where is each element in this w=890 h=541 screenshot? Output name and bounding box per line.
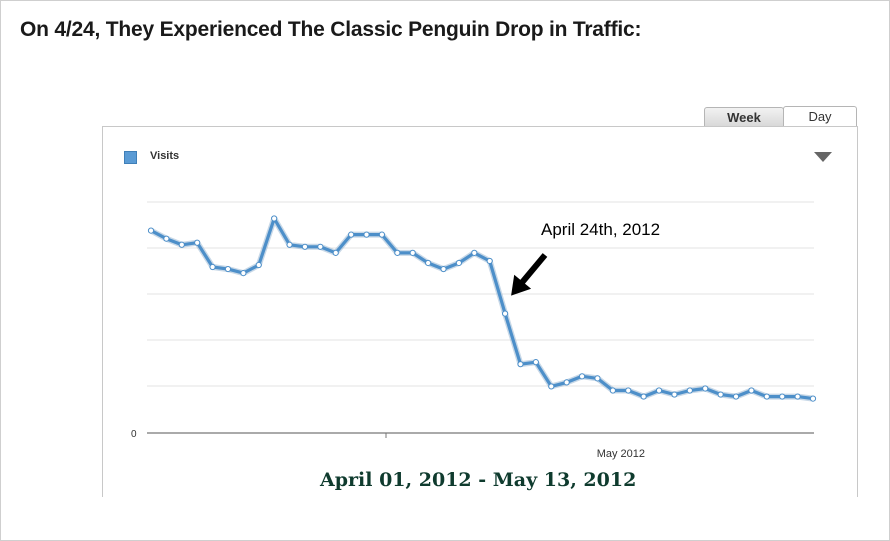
legend-swatch <box>124 151 137 164</box>
data-point-40 <box>763 393 770 400</box>
data-point-41 <box>779 393 786 400</box>
annotation-arrow-head <box>511 274 532 296</box>
data-point-11 <box>317 243 324 250</box>
data-point-2 <box>178 241 185 248</box>
data-point-25 <box>532 359 539 366</box>
data-point-20 <box>455 259 463 267</box>
data-point-4 <box>209 263 216 271</box>
legend-label: Visits <box>150 150 180 162</box>
tab-week[interactable]: Week <box>704 107 784 128</box>
data-point-26 <box>548 383 555 390</box>
data-point-29 <box>594 375 601 382</box>
data-point-38 <box>732 393 740 400</box>
data-point-37 <box>717 391 724 398</box>
data-point-18 <box>425 259 432 267</box>
data-point-6 <box>240 270 247 277</box>
chevron-down-icon[interactable] <box>814 152 832 162</box>
chart-panel <box>102 126 858 497</box>
data-point-17 <box>409 249 416 256</box>
data-point-42 <box>794 393 801 400</box>
data-point-33 <box>655 387 663 394</box>
data-point-3 <box>194 239 201 246</box>
data-point-14 <box>363 231 370 238</box>
data-point-9 <box>286 241 293 248</box>
data-point-36 <box>702 385 709 392</box>
series-visits-shadow <box>149 215 814 402</box>
data-point-22 <box>486 257 493 265</box>
data-point-15 <box>378 231 386 238</box>
tab-day[interactable]: Day <box>783 106 857 128</box>
slide-title: On 4/24, They Experienced The Classic Pe… <box>20 18 642 41</box>
data-point-13 <box>348 231 355 238</box>
data-point-27 <box>563 379 570 386</box>
data-point-1 <box>163 235 170 242</box>
data-point-32 <box>640 393 647 400</box>
annotation-arrow-shaft <box>517 253 548 287</box>
data-point-19 <box>440 265 447 273</box>
data-point-7 <box>255 261 262 269</box>
series-visits-line <box>150 216 814 401</box>
data-point-30 <box>609 387 616 394</box>
data-point-31 <box>625 387 632 394</box>
data-point-43 <box>809 395 817 402</box>
y-tick-label-0: 0 <box>131 429 137 440</box>
data-point-10 <box>301 243 309 250</box>
data-point-34 <box>671 391 678 398</box>
annotation-label: April 24th, 2012 <box>541 220 661 239</box>
data-point-16 <box>394 249 401 256</box>
data-point-8 <box>271 215 278 222</box>
data-point-5 <box>224 265 232 273</box>
date-range-text: April 01, 2012 - May 13, 2012 <box>320 469 637 491</box>
data-point-12 <box>332 249 339 256</box>
annotation-arrow <box>511 253 548 296</box>
data-point-35 <box>686 387 693 394</box>
data-point-21 <box>471 249 478 256</box>
date-range-label: April 01, 2012 - May 13, 2012 <box>320 469 890 491</box>
data-point-24 <box>517 361 524 368</box>
data-point-28 <box>578 373 586 380</box>
data-point-23 <box>501 310 509 317</box>
x-tick-label-0: May 2012 <box>597 448 645 460</box>
data-point-0 <box>147 227 155 234</box>
data-point-39 <box>748 387 755 394</box>
